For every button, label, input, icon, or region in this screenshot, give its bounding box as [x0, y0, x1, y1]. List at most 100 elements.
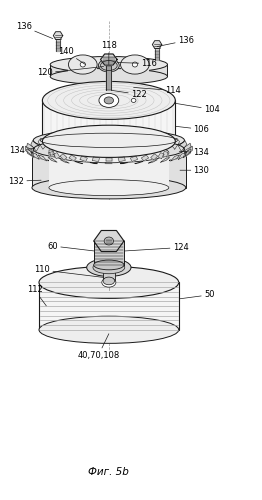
Text: 50: 50: [179, 290, 215, 300]
Ellipse shape: [32, 140, 186, 165]
Bar: [50, 64, 167, 76]
Polygon shape: [106, 66, 111, 90]
Text: 112: 112: [27, 286, 46, 306]
Ellipse shape: [42, 82, 175, 120]
Polygon shape: [61, 160, 69, 163]
Polygon shape: [94, 230, 124, 252]
Polygon shape: [101, 54, 117, 65]
Bar: [94, 241, 124, 265]
Ellipse shape: [99, 59, 119, 72]
Ellipse shape: [132, 62, 138, 67]
Ellipse shape: [121, 55, 149, 74]
Polygon shape: [50, 152, 55, 157]
Polygon shape: [53, 152, 60, 158]
Text: 110: 110: [35, 266, 104, 278]
Text: 106: 106: [176, 125, 209, 134]
Polygon shape: [31, 152, 39, 160]
Text: 118: 118: [101, 41, 117, 64]
Text: 122: 122: [112, 90, 147, 99]
Polygon shape: [61, 134, 69, 145]
Text: 132: 132: [8, 176, 41, 186]
Polygon shape: [120, 162, 128, 164]
Polygon shape: [106, 158, 112, 161]
Polygon shape: [161, 158, 170, 162]
Polygon shape: [26, 149, 34, 158]
Text: 130: 130: [180, 166, 209, 174]
Text: 136: 136: [157, 36, 194, 46]
Text: 40,70,108: 40,70,108: [77, 334, 119, 359]
Ellipse shape: [99, 94, 119, 108]
Ellipse shape: [102, 58, 116, 70]
Text: 104: 104: [176, 104, 220, 114]
Polygon shape: [92, 157, 99, 162]
Polygon shape: [155, 48, 159, 60]
Bar: [68, 64, 97, 76]
Text: 120: 120: [37, 66, 104, 78]
Bar: [42, 100, 175, 141]
Ellipse shape: [104, 237, 113, 245]
Text: 136: 136: [16, 22, 53, 38]
Ellipse shape: [104, 97, 113, 104]
Polygon shape: [60, 154, 67, 160]
Polygon shape: [135, 162, 143, 164]
Ellipse shape: [49, 143, 169, 163]
Bar: [39, 282, 179, 330]
Polygon shape: [26, 144, 34, 154]
Ellipse shape: [33, 138, 184, 160]
Polygon shape: [56, 40, 60, 50]
Text: Фиг. 5b: Фиг. 5b: [88, 467, 129, 477]
Ellipse shape: [39, 266, 179, 298]
Polygon shape: [158, 152, 164, 158]
Polygon shape: [38, 155, 47, 161]
Polygon shape: [49, 150, 53, 155]
Ellipse shape: [87, 258, 131, 276]
Polygon shape: [69, 155, 76, 161]
Ellipse shape: [39, 316, 179, 344]
Polygon shape: [171, 138, 180, 149]
Ellipse shape: [102, 278, 116, 287]
Ellipse shape: [33, 130, 184, 152]
Ellipse shape: [50, 56, 167, 72]
Bar: [33, 140, 184, 149]
Polygon shape: [130, 156, 138, 162]
Ellipse shape: [103, 277, 114, 285]
Polygon shape: [171, 155, 180, 161]
Polygon shape: [151, 154, 158, 160]
Polygon shape: [184, 149, 191, 158]
Polygon shape: [149, 134, 157, 145]
Polygon shape: [75, 162, 83, 164]
Ellipse shape: [93, 261, 125, 274]
Text: 134: 134: [10, 146, 35, 155]
Polygon shape: [161, 136, 170, 147]
Polygon shape: [25, 146, 32, 156]
Polygon shape: [163, 152, 168, 157]
Ellipse shape: [42, 125, 175, 158]
Polygon shape: [118, 157, 125, 162]
Bar: [103, 270, 114, 281]
Polygon shape: [178, 152, 187, 160]
Polygon shape: [48, 136, 57, 147]
Ellipse shape: [131, 98, 136, 102]
Ellipse shape: [94, 260, 124, 270]
Text: 60: 60: [47, 242, 95, 251]
Text: 124: 124: [124, 243, 188, 252]
Polygon shape: [53, 32, 63, 40]
Text: 140: 140: [58, 47, 85, 64]
Polygon shape: [178, 140, 187, 151]
Polygon shape: [184, 144, 191, 154]
Polygon shape: [31, 140, 39, 151]
Ellipse shape: [105, 62, 112, 68]
Polygon shape: [186, 146, 192, 156]
Polygon shape: [149, 160, 157, 163]
Bar: [49, 153, 169, 188]
Ellipse shape: [101, 60, 117, 70]
Ellipse shape: [32, 176, 186, 199]
Text: 116: 116: [117, 59, 157, 68]
Polygon shape: [48, 158, 57, 162]
Polygon shape: [141, 155, 149, 161]
Bar: [32, 153, 186, 188]
Bar: [121, 64, 149, 76]
Polygon shape: [80, 156, 87, 162]
Text: 114: 114: [134, 86, 181, 95]
Polygon shape: [152, 40, 162, 48]
